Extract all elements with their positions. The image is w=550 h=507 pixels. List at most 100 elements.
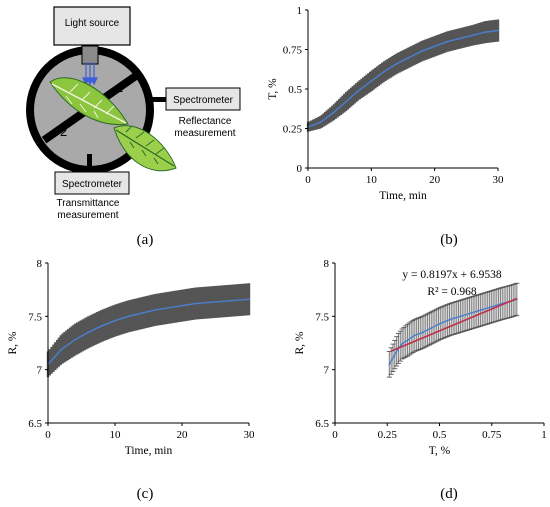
panel-label-c: (c) <box>137 486 154 502</box>
trend-line <box>391 297 518 352</box>
data-point <box>370 80 373 82</box>
x-tick-label: 30 <box>244 429 256 441</box>
data-point <box>60 348 63 351</box>
x-tick-label: 0 <box>45 429 51 441</box>
data-point <box>408 56 411 59</box>
y-axis-title: R, % <box>294 331 306 354</box>
spectrometer-bottom-box <box>54 171 130 195</box>
light-port <box>81 45 99 65</box>
data-point <box>433 45 436 48</box>
data-point <box>332 111 335 114</box>
x-tick-label: 0 <box>332 429 338 441</box>
data-point <box>497 29 499 32</box>
data-point <box>438 322 441 325</box>
y-tick-label: 6.5 <box>28 418 42 430</box>
data-point <box>100 325 103 327</box>
spectrometer-bottom-label: Spectrometer <box>62 179 123 190</box>
mean-series-line-b <box>307 29 499 128</box>
data-point <box>480 309 483 311</box>
trendline-equation: y = 0.8197x + 6.9538 <box>402 269 501 281</box>
x-tick-label: 20 <box>177 429 189 441</box>
data-point <box>449 318 451 321</box>
x-tick-label: 0.5 <box>433 429 447 441</box>
y-tick-label: 6.5 <box>315 418 329 430</box>
y-tick-label: 0.5 <box>288 84 302 96</box>
data-point <box>181 304 183 307</box>
chart-reflectance-vs-time: 6.5 7 7.5 8 0 10 20 30 Time, min R, % <box>7 258 255 457</box>
x-tick-label: 0 <box>305 174 311 186</box>
data-point <box>87 331 90 334</box>
light-source-box <box>53 6 131 46</box>
y-axis-title: T, % <box>267 78 279 100</box>
panel-label-a: (a) <box>137 232 154 248</box>
y-tick-label: 7 <box>324 365 330 377</box>
data-point <box>430 327 433 329</box>
data-point <box>392 355 395 358</box>
x-axis-title: T, % <box>429 445 451 457</box>
data-point <box>469 312 472 315</box>
data-point <box>388 363 391 366</box>
x-tick-label: 10 <box>110 429 122 441</box>
diagram-panel: Light source 1 2 Spectrometer Reflectanc… <box>26 6 241 221</box>
data-point <box>140 312 143 315</box>
data-point <box>53 355 56 358</box>
data-point <box>207 301 210 304</box>
reflectance-arm <box>146 97 166 102</box>
data-point <box>345 100 347 103</box>
y-tick-label: 1 <box>297 5 303 17</box>
light-arrows-icon <box>82 62 98 86</box>
data-point <box>221 300 224 303</box>
data-point <box>413 334 416 337</box>
data-point <box>446 40 449 43</box>
data-point <box>459 37 461 40</box>
leaf-upper-icon <box>49 77 129 126</box>
spectrometer-right-box <box>165 87 241 111</box>
data-point <box>248 298 250 301</box>
data-point <box>471 34 474 37</box>
y-axis-title: R, % <box>7 331 19 354</box>
data-point <box>459 315 462 318</box>
data-point <box>407 338 410 341</box>
x-axis-title: Time, min <box>379 190 427 202</box>
transmittance-label-line2: measurement <box>57 210 118 221</box>
data-point <box>194 302 197 305</box>
reflectance-label-line1: Reflectance <box>179 116 232 127</box>
error-bars-c <box>46 283 251 378</box>
spectrometer-right-label: Spectrometer <box>173 95 234 106</box>
panel-label-d: (d) <box>440 486 458 502</box>
y-tick-label: 7.5 <box>28 311 42 323</box>
x-tick-label: 30 <box>493 174 505 186</box>
data-point <box>383 70 385 73</box>
data-point <box>490 305 493 308</box>
port-2-label: 2 <box>60 124 67 139</box>
data-point <box>484 31 487 34</box>
y-tick-label: 0 <box>297 163 303 175</box>
x-tick-label: 20 <box>429 174 441 186</box>
light-source-label: Light source <box>65 18 120 29</box>
data-point <box>400 343 403 345</box>
x-tick-label: 0.25 <box>378 429 398 441</box>
x-tick-label: 0.75 <box>482 429 502 441</box>
data-point <box>234 299 237 302</box>
y-tick-label: 0.75 <box>283 45 303 57</box>
transmittance-arm <box>87 154 92 172</box>
y-tick-label: 0.25 <box>283 124 303 136</box>
data-point <box>154 309 157 311</box>
transmittance-label-line1: Transmittance <box>57 198 120 209</box>
y-tick-label: 7.5 <box>315 311 329 323</box>
y-tick-label: 8 <box>37 258 43 270</box>
data-point <box>73 338 76 341</box>
y-tick-label: 8 <box>324 258 330 270</box>
x-axis-title: Time, min <box>125 445 173 457</box>
leaf-lower-icon <box>113 125 177 172</box>
port-1-label: 1 <box>116 80 123 95</box>
y-tick-label: 7 <box>37 365 43 377</box>
data-point <box>395 62 398 65</box>
r-squared: R² = 0.968 <box>427 286 476 298</box>
data-point <box>421 50 423 52</box>
data-point <box>167 306 170 309</box>
data-point <box>127 315 130 318</box>
data-point <box>114 319 116 322</box>
